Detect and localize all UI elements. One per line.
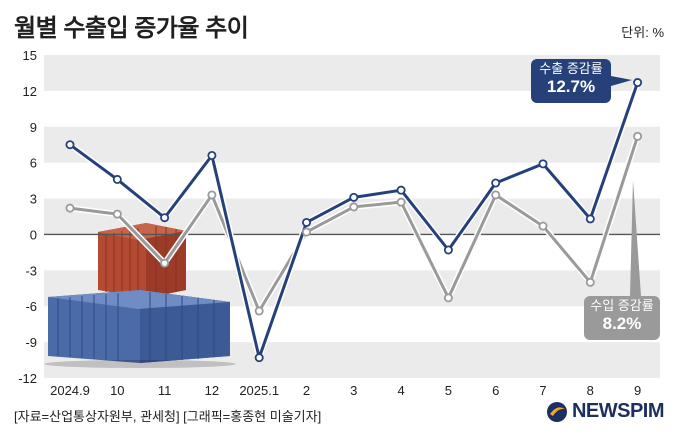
- import-data-point: [65, 203, 75, 213]
- export-data-point: [585, 214, 595, 224]
- import-data-point: [301, 227, 311, 237]
- x-tick-label: 2: [303, 383, 310, 398]
- export-data-point: [491, 178, 501, 188]
- import-callout-pointer: [630, 180, 641, 296]
- newspim-logo: NEWSPIM: [546, 400, 665, 423]
- import-data-point: [254, 306, 264, 316]
- import-callout: 수입 증감률 8.2%: [584, 296, 660, 340]
- x-tick-label: 11: [158, 383, 172, 398]
- export-callout-pointer: [611, 76, 632, 86]
- import-data-point: [207, 190, 217, 200]
- y-tick-label: 15: [23, 48, 37, 63]
- y-tick-label: -9: [25, 335, 37, 350]
- x-tick-label: 6: [492, 383, 499, 398]
- export-callout-value: 12.7%: [546, 76, 596, 96]
- x-tick-label: 2025.1: [239, 383, 279, 398]
- x-tick-label: 2024.9: [50, 383, 90, 398]
- series-points: [65, 78, 643, 363]
- x-tick-label: 10: [110, 383, 124, 398]
- import-data-point: [491, 190, 501, 200]
- chart-title: 월별 수출입 증가율 추이: [14, 15, 249, 42]
- import-data-point: [538, 221, 548, 231]
- export-data-point: [633, 78, 643, 88]
- unit-label: 단위: %: [621, 25, 664, 40]
- y-tick-label: 0: [30, 227, 37, 242]
- export-data-point: [396, 185, 406, 195]
- export-callout-label: 수출 증감률: [539, 61, 603, 76]
- import-data-point: [160, 258, 170, 268]
- import-callout-label: 수입 증감률: [590, 298, 654, 313]
- export-data-point: [349, 192, 359, 202]
- import-data-point: [443, 293, 453, 303]
- y-tick-label: -6: [25, 299, 37, 314]
- export-data-point: [301, 217, 311, 227]
- y-tick-label: 3: [30, 192, 37, 207]
- import-data-point: [585, 277, 595, 287]
- y-tick-label: -3: [25, 263, 37, 278]
- import-data-point: [633, 131, 643, 141]
- export-data-point: [254, 353, 264, 363]
- y-tick-label: 12: [23, 84, 37, 99]
- import-callout-value: 8.2%: [602, 313, 642, 333]
- x-tick-label: 5: [445, 383, 452, 398]
- y-tick-label: 6: [30, 156, 37, 171]
- export-data-point: [207, 150, 217, 160]
- export-data-point: [160, 213, 170, 223]
- export-data-point: [112, 174, 122, 184]
- export-data-point: [538, 159, 548, 169]
- import-data-point: [112, 209, 122, 219]
- x-tick-label: 9: [634, 383, 641, 398]
- x-tick-label: 7: [539, 383, 546, 398]
- x-tick-label: 8: [587, 383, 594, 398]
- export-callout: 수출 증감률 12.7%: [531, 59, 611, 103]
- export-data-point: [65, 140, 75, 150]
- grid-band: [44, 126, 660, 163]
- x-tick-label: 12: [205, 383, 219, 398]
- newspim-logo-icon: [546, 401, 567, 422]
- y-axis-tick-labels: 15 12 9 6 3 0 -3 -6 -9 -12: [18, 48, 37, 386]
- x-tick-label: 4: [397, 383, 404, 398]
- import-data-point: [349, 202, 359, 212]
- y-tick-label: 9: [30, 120, 37, 135]
- source-note: [자료=산업통상자원부, 관세청] [그래픽=홍종현 미술기자]: [14, 409, 322, 424]
- y-tick-label: -12: [18, 371, 37, 386]
- export-data-point: [443, 245, 453, 255]
- import-data-point: [396, 197, 406, 207]
- x-tick-label: 3: [350, 383, 357, 398]
- newspim-logo-text: NEWSPIM: [571, 400, 665, 422]
- x-axis-tick-labels: 2024.9 10 11 12 2025.1 2 3 4 5 6 7 8 9: [50, 383, 641, 398]
